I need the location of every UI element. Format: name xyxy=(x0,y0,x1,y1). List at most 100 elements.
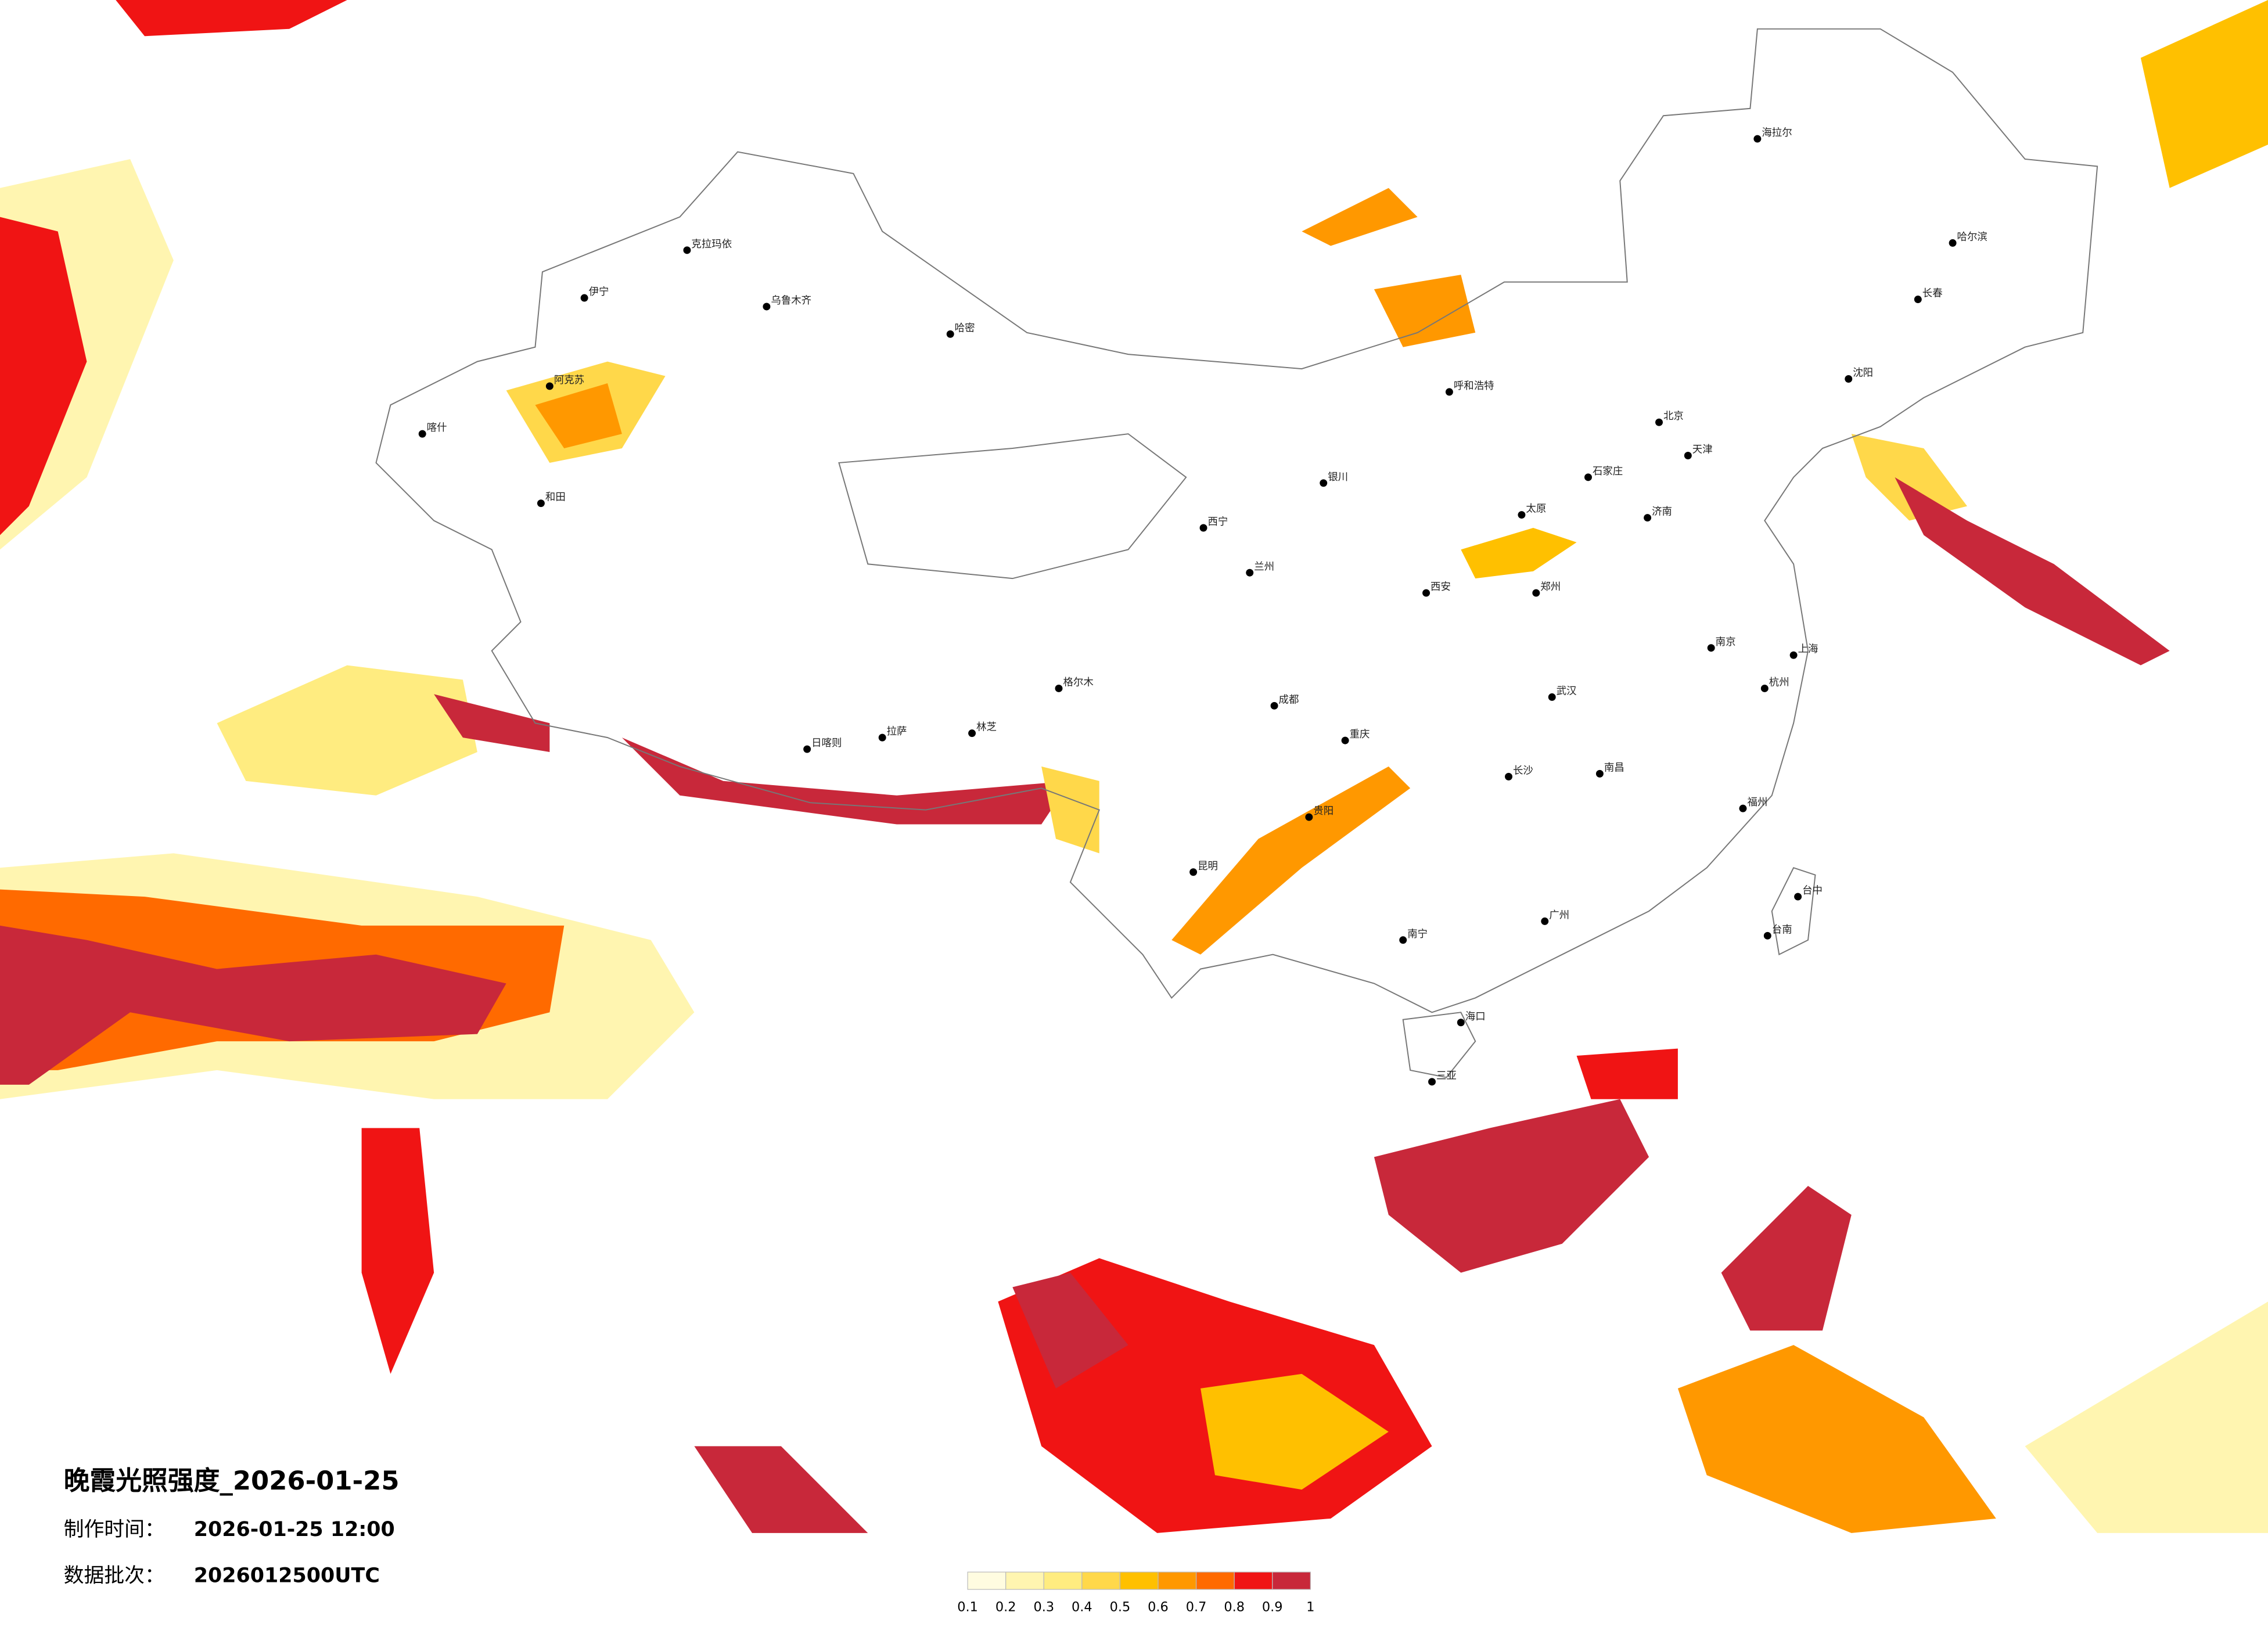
city-label: 成都 xyxy=(1279,694,1299,706)
city-label: 广州 xyxy=(1549,909,1569,921)
city-dot xyxy=(1739,804,1747,812)
city-dot xyxy=(1541,917,1549,925)
city-dot xyxy=(968,729,976,738)
production-time: 2026-01-25 12:00 xyxy=(194,1518,395,1541)
city-dot xyxy=(545,382,553,390)
city-dot xyxy=(1584,473,1592,481)
city-dot xyxy=(1422,589,1430,597)
city-label: 武汉 xyxy=(1557,685,1577,697)
city-label: 南宁 xyxy=(1407,929,1428,940)
city-dot xyxy=(1914,296,1922,303)
colorbar-swatch xyxy=(1234,1571,1273,1590)
city-label: 太原 xyxy=(1526,503,1546,515)
city-label: 重庆 xyxy=(1350,729,1370,740)
city-dot xyxy=(683,246,691,254)
colorbar: 0.1 0.2 0.3 0.4 0.5 0.6 0.7 0.8 0.9 1 xyxy=(957,1571,1314,1614)
batch-label: 数据批次： xyxy=(64,1564,165,1588)
city-dot xyxy=(1532,589,1540,597)
country-outline xyxy=(375,28,2098,1078)
city-dot xyxy=(1753,135,1762,143)
city-dot xyxy=(763,303,771,311)
colorbar-swatch xyxy=(1272,1571,1311,1590)
city-label: 林芝 xyxy=(976,722,997,733)
colorbar-tick-label: 0.7 xyxy=(1186,1599,1207,1614)
city-dot xyxy=(1789,651,1798,659)
colorbar-swatch xyxy=(1195,1571,1235,1590)
city-dot xyxy=(1707,644,1715,652)
city-label: 台南 xyxy=(1772,924,1792,936)
city-label: 拉萨 xyxy=(887,726,907,738)
colorbar-swatch xyxy=(1043,1571,1083,1590)
city-dot xyxy=(1445,388,1453,396)
city-dot xyxy=(1518,511,1526,519)
city-label: 上海 xyxy=(1798,643,1818,655)
city-label: 杭州 xyxy=(1769,677,1789,688)
city-dot xyxy=(1399,936,1407,944)
city-dot xyxy=(1505,772,1512,780)
city-label: 银川 xyxy=(1328,472,1348,483)
city-label: 南昌 xyxy=(1604,762,1624,774)
city-dot xyxy=(1341,736,1349,744)
city-dot xyxy=(1655,418,1663,426)
city-dot xyxy=(878,733,886,742)
city-label: 日喀则 xyxy=(811,738,842,749)
colorbar-swatch xyxy=(967,1571,1007,1590)
colorbar-tick-label: 0.4 xyxy=(1072,1599,1092,1614)
colorbar-swatch xyxy=(1158,1571,1197,1590)
city-label: 格尔木 xyxy=(1063,677,1093,688)
city-label: 长春 xyxy=(1922,288,1943,300)
city-label: 阿克苏 xyxy=(554,375,584,386)
city-label: 北京 xyxy=(1663,411,1684,422)
city-dot xyxy=(1246,569,1254,577)
colorbar-swatch xyxy=(1119,1571,1159,1590)
city-label: 海拉尔 xyxy=(1762,127,1792,139)
city-dot xyxy=(1457,1019,1465,1027)
city-dot xyxy=(1794,893,1802,901)
city-label: 沈阳 xyxy=(1853,368,1873,379)
city-dot xyxy=(1305,813,1313,821)
colorbar-tick-label: 0.9 xyxy=(1262,1599,1283,1614)
intensity-field xyxy=(0,0,2268,1533)
city-label: 福州 xyxy=(1747,797,1767,808)
city-dot xyxy=(537,499,545,508)
colorbar-tick-label: 0.1 xyxy=(957,1599,978,1614)
city-dot xyxy=(1199,524,1207,532)
city-dot xyxy=(1684,452,1692,459)
city-label: 三亚 xyxy=(1436,1070,1457,1082)
colorbar-swatch xyxy=(1005,1571,1044,1590)
city-dot xyxy=(1949,239,1957,247)
colorbar-tick-label: 0.8 xyxy=(1224,1599,1245,1614)
city-label: 西安 xyxy=(1430,581,1451,593)
map-title: 晚霞光照强度_2026-01-25 xyxy=(64,1465,400,1496)
colorbar-tick-label: 0.2 xyxy=(995,1599,1016,1614)
city-dot xyxy=(1189,868,1198,876)
city-dot xyxy=(1548,693,1556,701)
city-label: 石家庄 xyxy=(1593,466,1623,477)
city-label: 兰州 xyxy=(1254,561,1274,573)
city-label: 伊宁 xyxy=(589,286,609,298)
city-label: 南京 xyxy=(1716,636,1736,648)
city-dot xyxy=(1320,479,1328,487)
city-label: 台中 xyxy=(1802,885,1823,897)
colorbar-tick-label: 0.6 xyxy=(1148,1599,1169,1614)
colorbar-swatch xyxy=(1081,1571,1121,1590)
city-label: 呼和浩特 xyxy=(1454,380,1494,392)
city-label: 西宁 xyxy=(1208,516,1228,528)
colorbar-tick-label: 1 xyxy=(1306,1599,1314,1614)
city-dot xyxy=(1428,1078,1436,1086)
city-dot xyxy=(803,745,811,753)
city-label: 哈尔滨 xyxy=(1957,231,1987,243)
city-label: 郑州 xyxy=(1540,581,1561,593)
city-label: 海口 xyxy=(1465,1011,1486,1023)
colorbar-tick-label: 0.3 xyxy=(1033,1599,1054,1614)
city-label: 克拉玛依 xyxy=(691,239,732,250)
city-dot xyxy=(1763,931,1771,940)
city-label: 昆明 xyxy=(1198,861,1218,872)
colorbar-tick-label: 0.5 xyxy=(1110,1599,1131,1614)
city-dot xyxy=(580,294,588,302)
city-dot xyxy=(1055,684,1063,692)
city-label: 长沙 xyxy=(1513,765,1533,776)
